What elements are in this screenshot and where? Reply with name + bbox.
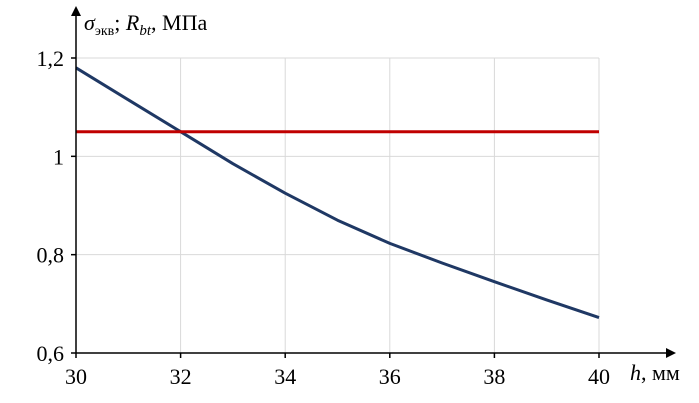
y-axis-arrow xyxy=(71,6,81,16)
x-tick-label: 40 xyxy=(588,364,610,389)
x-axis-title: h, мм xyxy=(630,360,680,385)
grid xyxy=(76,57,600,353)
y-tick-label: 0,6 xyxy=(37,341,65,366)
series-layer xyxy=(75,66,600,320)
x-tick-label: 38 xyxy=(483,364,505,389)
y-tick-label: 0,8 xyxy=(37,243,65,268)
series-line-sigma-ekv xyxy=(75,66,600,320)
x-tick-label: 30 xyxy=(65,364,87,389)
axes xyxy=(71,6,676,358)
tick-labels: 30 32 34 36 38 40 0,6 0,8 1 1,2 xyxy=(37,46,611,389)
y-axis-title: σэкв; Rbt, МПа xyxy=(84,10,207,39)
y-tick-label: 1,2 xyxy=(37,46,65,71)
x-tick-label: 34 xyxy=(274,364,296,389)
y-tick-label: 1 xyxy=(53,144,64,169)
x-tick-label: 32 xyxy=(170,364,192,389)
x-axis-arrow xyxy=(666,348,676,358)
x-tick-label: 36 xyxy=(379,364,401,389)
